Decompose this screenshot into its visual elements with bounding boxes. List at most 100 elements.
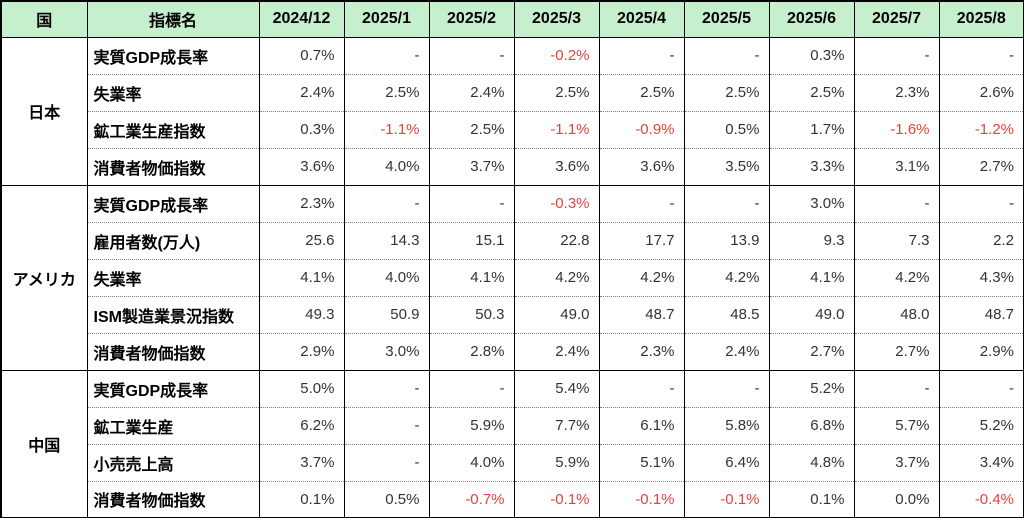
value-cell: - [343, 406, 430, 444]
value-cell: -0.1% [598, 480, 685, 518]
table-row: 消費者物価指数 2.9% 3.0% 2.8% 2.4% 2.3% 2.4% 2.7% 2.7% 2… [1, 332, 1024, 370]
indicator-cell: 消費者物価指数 [86, 480, 260, 518]
value-cell: 3.0% [343, 332, 430, 370]
header-month: 2025/5 [683, 1, 770, 38]
value-cell: 5.7% [853, 406, 940, 444]
value-cell: 6.2% [258, 406, 345, 444]
table-row: ISM製造業景況指数 49.3 50.9 50.3 49.0 48.7 48.5 49.0 48… [1, 295, 1024, 333]
value-cell: - [853, 185, 940, 222]
value-cell: 3.5% [683, 147, 770, 185]
table-row: アメリカ 実質GDP成長率 2.3% - - -0.3% - -3.0% - - [0, 185, 1024, 370]
value-cell: 4.1% [428, 258, 515, 296]
country-group: アメリカ 実質GDP成長率 2.3% - - -0.3% - -3.0% - - 雇用者数(万人) 2… [0, 185, 1024, 370]
value-cell: 13.9 [683, 221, 770, 259]
indicator-cell: 失業率 [86, 73, 260, 111]
table-row: 小売売上高 3.7% -4.0% 5.9% 5.1% 6.4% 4.8% 3.7% 3.4% [1, 443, 1024, 481]
value-cell: 5.0% [258, 370, 345, 407]
value-cell: 3.6% [258, 147, 345, 185]
value-cell: - [428, 185, 515, 222]
value-cell: -1.1% [343, 110, 430, 148]
value-cell: - [938, 37, 1024, 74]
value-cell: 48.7 [938, 295, 1024, 333]
value-cell: 3.3% [768, 147, 855, 185]
indicator-cell: 鉱工業生産指数 [86, 110, 260, 148]
table-row: 日本 実質GDP成長率 0.7% - - -0.2% - -0.3% - - [0, 37, 1024, 185]
value-cell: 1.7% [768, 110, 855, 148]
value-cell: 2.5% [343, 73, 430, 111]
value-cell: 2.5% [428, 110, 515, 148]
value-cell: 4.2% [853, 258, 940, 296]
value-cell: 2.4% [683, 332, 770, 370]
value-cell: 2.5% [598, 73, 685, 111]
value-cell: 2.3% [258, 185, 345, 222]
value-cell: 5.9% [428, 406, 515, 444]
value-cell: -0.1% [513, 480, 600, 518]
value-cell: 48.5 [683, 295, 770, 333]
value-cell: 0.5% [343, 480, 430, 518]
value-cell: 25.6 [258, 221, 345, 259]
value-cell: 0.3% [258, 110, 345, 148]
header-month: 2025/1 [343, 1, 430, 38]
value-cell: - [683, 370, 770, 407]
value-cell: 3.6% [598, 147, 685, 185]
value-cell: 5.2% [938, 406, 1024, 444]
value-cell: 2.5% [768, 73, 855, 111]
header-month: 2025/2 [428, 1, 515, 38]
value-cell: 2.4% [258, 73, 345, 111]
value-cell: 4.0% [343, 147, 430, 185]
value-cell: 5.1% [598, 443, 685, 481]
value-cell: 4.2% [513, 258, 600, 296]
country-group: 日本 実質GDP成長率 0.7% - - -0.2% - -0.3% - - 失業率 2.4% 2.5%… [0, 37, 1024, 185]
value-cell: 7.7% [513, 406, 600, 444]
value-cell: 50.9 [343, 295, 430, 333]
header-month: 2025/3 [513, 1, 600, 38]
table-row: 失業率 2.4% 2.5% 2.4% 2.5% 2.5% 2.5% 2.5% 2.3% 2.6% [1, 73, 1024, 111]
indicator-cell: 実質GDP成長率 [86, 370, 260, 407]
value-cell: 3.0% [768, 185, 855, 222]
value-cell: -1.2% [938, 110, 1024, 148]
value-cell: 2.6% [938, 73, 1024, 111]
indicator-cell: 鉱工業生産 [86, 406, 260, 444]
value-cell: -0.2% [513, 37, 600, 74]
country-cell: アメリカ [0, 185, 88, 370]
value-cell: - [343, 185, 430, 222]
table-row: 消費者物価指数 3.6% 4.0% 3.7% 3.6% 3.6% 3.5% 3.3% 3.1% 2… [1, 147, 1024, 185]
value-cell: - [853, 370, 940, 407]
value-cell: 5.9% [513, 443, 600, 481]
value-cell: - [598, 37, 685, 74]
value-cell: 2.5% [683, 73, 770, 111]
value-cell: 5.8% [683, 406, 770, 444]
value-cell: 4.2% [598, 258, 685, 296]
value-cell: 3.6% [513, 147, 600, 185]
value-cell: - [343, 370, 430, 407]
value-cell: 2.7% [768, 332, 855, 370]
value-cell: 49.3 [258, 295, 345, 333]
table-row: 失業率 4.1% 4.0% 4.1% 4.2% 4.2% 4.2% 4.1% 4.2% 4.3% [1, 258, 1024, 296]
country-group: 中国 実質GDP成長率 5.0% - -5.4% - -5.2% - - 鉱工業生産 6.2% -5.… [0, 370, 1024, 518]
value-cell: 4.0% [343, 258, 430, 296]
indicator-cell: 雇用者数(万人) [86, 221, 260, 259]
value-cell: 6.1% [598, 406, 685, 444]
value-cell: - [853, 37, 940, 74]
value-cell: -0.1% [683, 480, 770, 518]
value-cell: 15.1 [428, 221, 515, 259]
indicator-cell: 小売売上高 [86, 443, 260, 481]
indicator-cell: 失業率 [86, 258, 260, 296]
value-cell: 4.8% [768, 443, 855, 481]
value-cell: 3.7% [853, 443, 940, 481]
value-cell: -0.7% [428, 480, 515, 518]
value-cell: - [938, 370, 1024, 407]
value-cell: 6.8% [768, 406, 855, 444]
value-cell: -0.4% [938, 480, 1024, 518]
value-cell: 2.3% [853, 73, 940, 111]
value-cell: 22.8 [513, 221, 600, 259]
header-country: 国 [0, 1, 88, 38]
value-cell: - [343, 443, 430, 481]
value-cell: 49.0 [768, 295, 855, 333]
value-cell: -0.3% [513, 185, 600, 222]
header-month: 2025/4 [598, 1, 685, 38]
value-cell: -1.1% [513, 110, 600, 148]
table-row: 消費者物価指数 0.1% 0.5% -0.7% -0.1% -0.1% -0.1% 0.1% 0… [1, 480, 1024, 518]
value-cell: 4.2% [683, 258, 770, 296]
